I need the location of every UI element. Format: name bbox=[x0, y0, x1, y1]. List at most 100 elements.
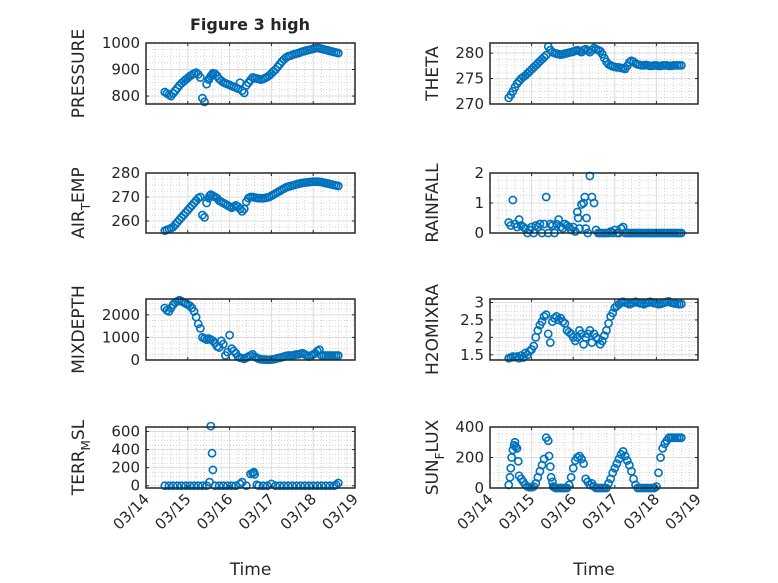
x-axis-label: Time bbox=[572, 560, 615, 580]
data-point bbox=[512, 222, 522, 232]
data-point bbox=[193, 481, 203, 491]
axes-box bbox=[489, 298, 699, 361]
data-point bbox=[624, 57, 634, 67]
y-tick-label: 1000 bbox=[102, 34, 140, 52]
data-point bbox=[579, 198, 588, 208]
data-point bbox=[168, 481, 178, 491]
data-point bbox=[275, 481, 285, 491]
data-point bbox=[654, 468, 663, 478]
data-series bbox=[160, 43, 343, 107]
y-tick-label: 200 bbox=[455, 449, 484, 467]
data-point bbox=[545, 462, 555, 472]
data-point bbox=[575, 224, 584, 233]
data-point bbox=[172, 481, 182, 491]
data-point bbox=[181, 481, 191, 491]
data-point bbox=[627, 466, 636, 476]
data-point bbox=[539, 52, 549, 62]
data-point bbox=[537, 317, 547, 327]
data-point bbox=[508, 195, 518, 205]
data-point bbox=[652, 482, 661, 491]
y-tick-label: 3 bbox=[474, 293, 484, 311]
data-point bbox=[206, 421, 216, 431]
axes-box bbox=[145, 426, 356, 489]
x-tick-label: 03/16 bbox=[537, 490, 580, 533]
data-point bbox=[198, 481, 207, 491]
data-point bbox=[325, 481, 335, 491]
data-series bbox=[160, 295, 343, 365]
y-tick-label: 270 bbox=[111, 188, 140, 206]
data-point bbox=[545, 219, 555, 229]
data-point bbox=[582, 213, 591, 223]
data-point bbox=[676, 299, 686, 309]
data-point bbox=[218, 339, 228, 349]
data-point bbox=[241, 481, 251, 491]
data-point bbox=[292, 481, 301, 491]
data-point bbox=[529, 341, 539, 351]
figure-title: Figure 3 high bbox=[190, 15, 310, 34]
x-tick-label: 03/15 bbox=[495, 490, 538, 533]
data-point bbox=[200, 212, 209, 222]
data-point bbox=[308, 481, 318, 491]
data-point bbox=[535, 219, 545, 229]
subplot-rainfall: 0 1 2 RAINFALL bbox=[423, 163, 699, 243]
data-point bbox=[208, 465, 218, 475]
data-point bbox=[531, 221, 541, 230]
data-point bbox=[198, 210, 207, 220]
y-tick-label: 0 bbox=[130, 351, 140, 369]
data-point bbox=[546, 472, 556, 482]
data-point bbox=[195, 73, 205, 82]
data-series bbox=[504, 297, 686, 363]
data-point bbox=[548, 221, 557, 230]
data-point bbox=[205, 191, 214, 201]
axes-box bbox=[145, 298, 356, 361]
y-tick-label: 0 bbox=[474, 224, 484, 242]
data-point bbox=[189, 481, 199, 491]
x-axis-label: Time bbox=[229, 560, 272, 580]
y-tick-label: 270 bbox=[455, 95, 484, 113]
y-axis-label: AIRTEMP bbox=[69, 167, 93, 238]
data-point bbox=[513, 456, 523, 466]
data-point bbox=[608, 468, 618, 478]
data-point bbox=[539, 312, 549, 321]
y-tick-label: 900 bbox=[111, 61, 140, 79]
x-tick-label: 03/19 bbox=[319, 490, 362, 533]
data-point bbox=[195, 192, 205, 202]
data-point bbox=[287, 481, 297, 491]
x-tick-label: 03/16 bbox=[193, 490, 236, 533]
data-point bbox=[566, 472, 576, 482]
x-tick-label: 03/15 bbox=[151, 490, 194, 533]
data-point bbox=[223, 481, 232, 491]
data-point bbox=[610, 463, 620, 473]
y-tick-label: 0 bbox=[474, 479, 484, 497]
y-axis-label: RAINFALL bbox=[423, 163, 443, 243]
data-point bbox=[237, 86, 247, 96]
data-point bbox=[214, 481, 224, 491]
data-point bbox=[597, 336, 607, 346]
data-point bbox=[315, 345, 324, 355]
subplot-h2omixra: 1.522.53 H2OMIXRA bbox=[423, 284, 699, 375]
data-point bbox=[505, 472, 515, 482]
data-point bbox=[600, 331, 609, 340]
x-tick-label: 03/18 bbox=[620, 490, 663, 533]
y-axis-label: THETA bbox=[423, 46, 443, 102]
data-point bbox=[656, 453, 665, 462]
data-point bbox=[572, 207, 582, 217]
y-tick-label: 280 bbox=[455, 44, 484, 62]
data-point bbox=[262, 481, 272, 491]
data-point bbox=[564, 327, 574, 337]
data-point bbox=[587, 45, 597, 55]
data-point bbox=[193, 319, 203, 329]
data-point bbox=[250, 470, 260, 479]
axes-box bbox=[145, 42, 356, 105]
data-point bbox=[550, 313, 559, 323]
data-point bbox=[608, 308, 618, 318]
data-point bbox=[579, 459, 588, 468]
data-series bbox=[504, 433, 686, 493]
y-tick-label: 2.5 bbox=[460, 311, 484, 329]
data-point bbox=[543, 329, 553, 339]
data-point bbox=[544, 451, 554, 461]
data-point bbox=[195, 323, 205, 333]
data-point bbox=[160, 481, 170, 491]
data-point bbox=[229, 346, 239, 356]
